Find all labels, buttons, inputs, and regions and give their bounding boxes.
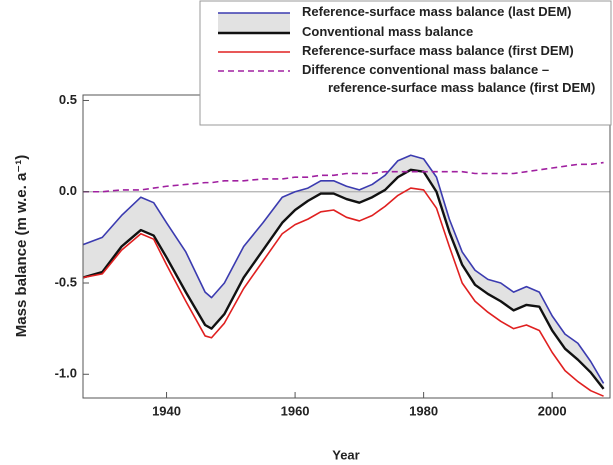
legend-label: Reference-surface mass balance (first DE… xyxy=(302,43,574,58)
y-tick-label: 0.5 xyxy=(59,92,77,107)
x-axis-label: Year xyxy=(332,447,359,462)
line xyxy=(82,168,605,390)
legend-label: Difference conventional mass balance – re… xyxy=(302,62,595,95)
x-tick-label: 1940 xyxy=(152,403,181,418)
line xyxy=(82,187,604,397)
band xyxy=(83,155,604,389)
line xyxy=(82,154,605,384)
legend-label: Reference-surface mass balance (last DEM… xyxy=(302,4,572,19)
line xyxy=(83,161,604,193)
y-axis-label: Mass balance (m w.e. a⁻¹) xyxy=(13,155,30,337)
x-tick-label: 1980 xyxy=(409,403,438,418)
legend-band xyxy=(218,13,290,33)
y-tick-label: -1.0 xyxy=(55,366,77,381)
x-tick-label: 1960 xyxy=(281,403,310,418)
legend-label: Conventional mass balance xyxy=(302,24,473,39)
y-tick-label: -0.5 xyxy=(55,274,77,289)
y-tick-label: 0.0 xyxy=(59,183,77,198)
x-tick-label: 2000 xyxy=(538,403,567,418)
